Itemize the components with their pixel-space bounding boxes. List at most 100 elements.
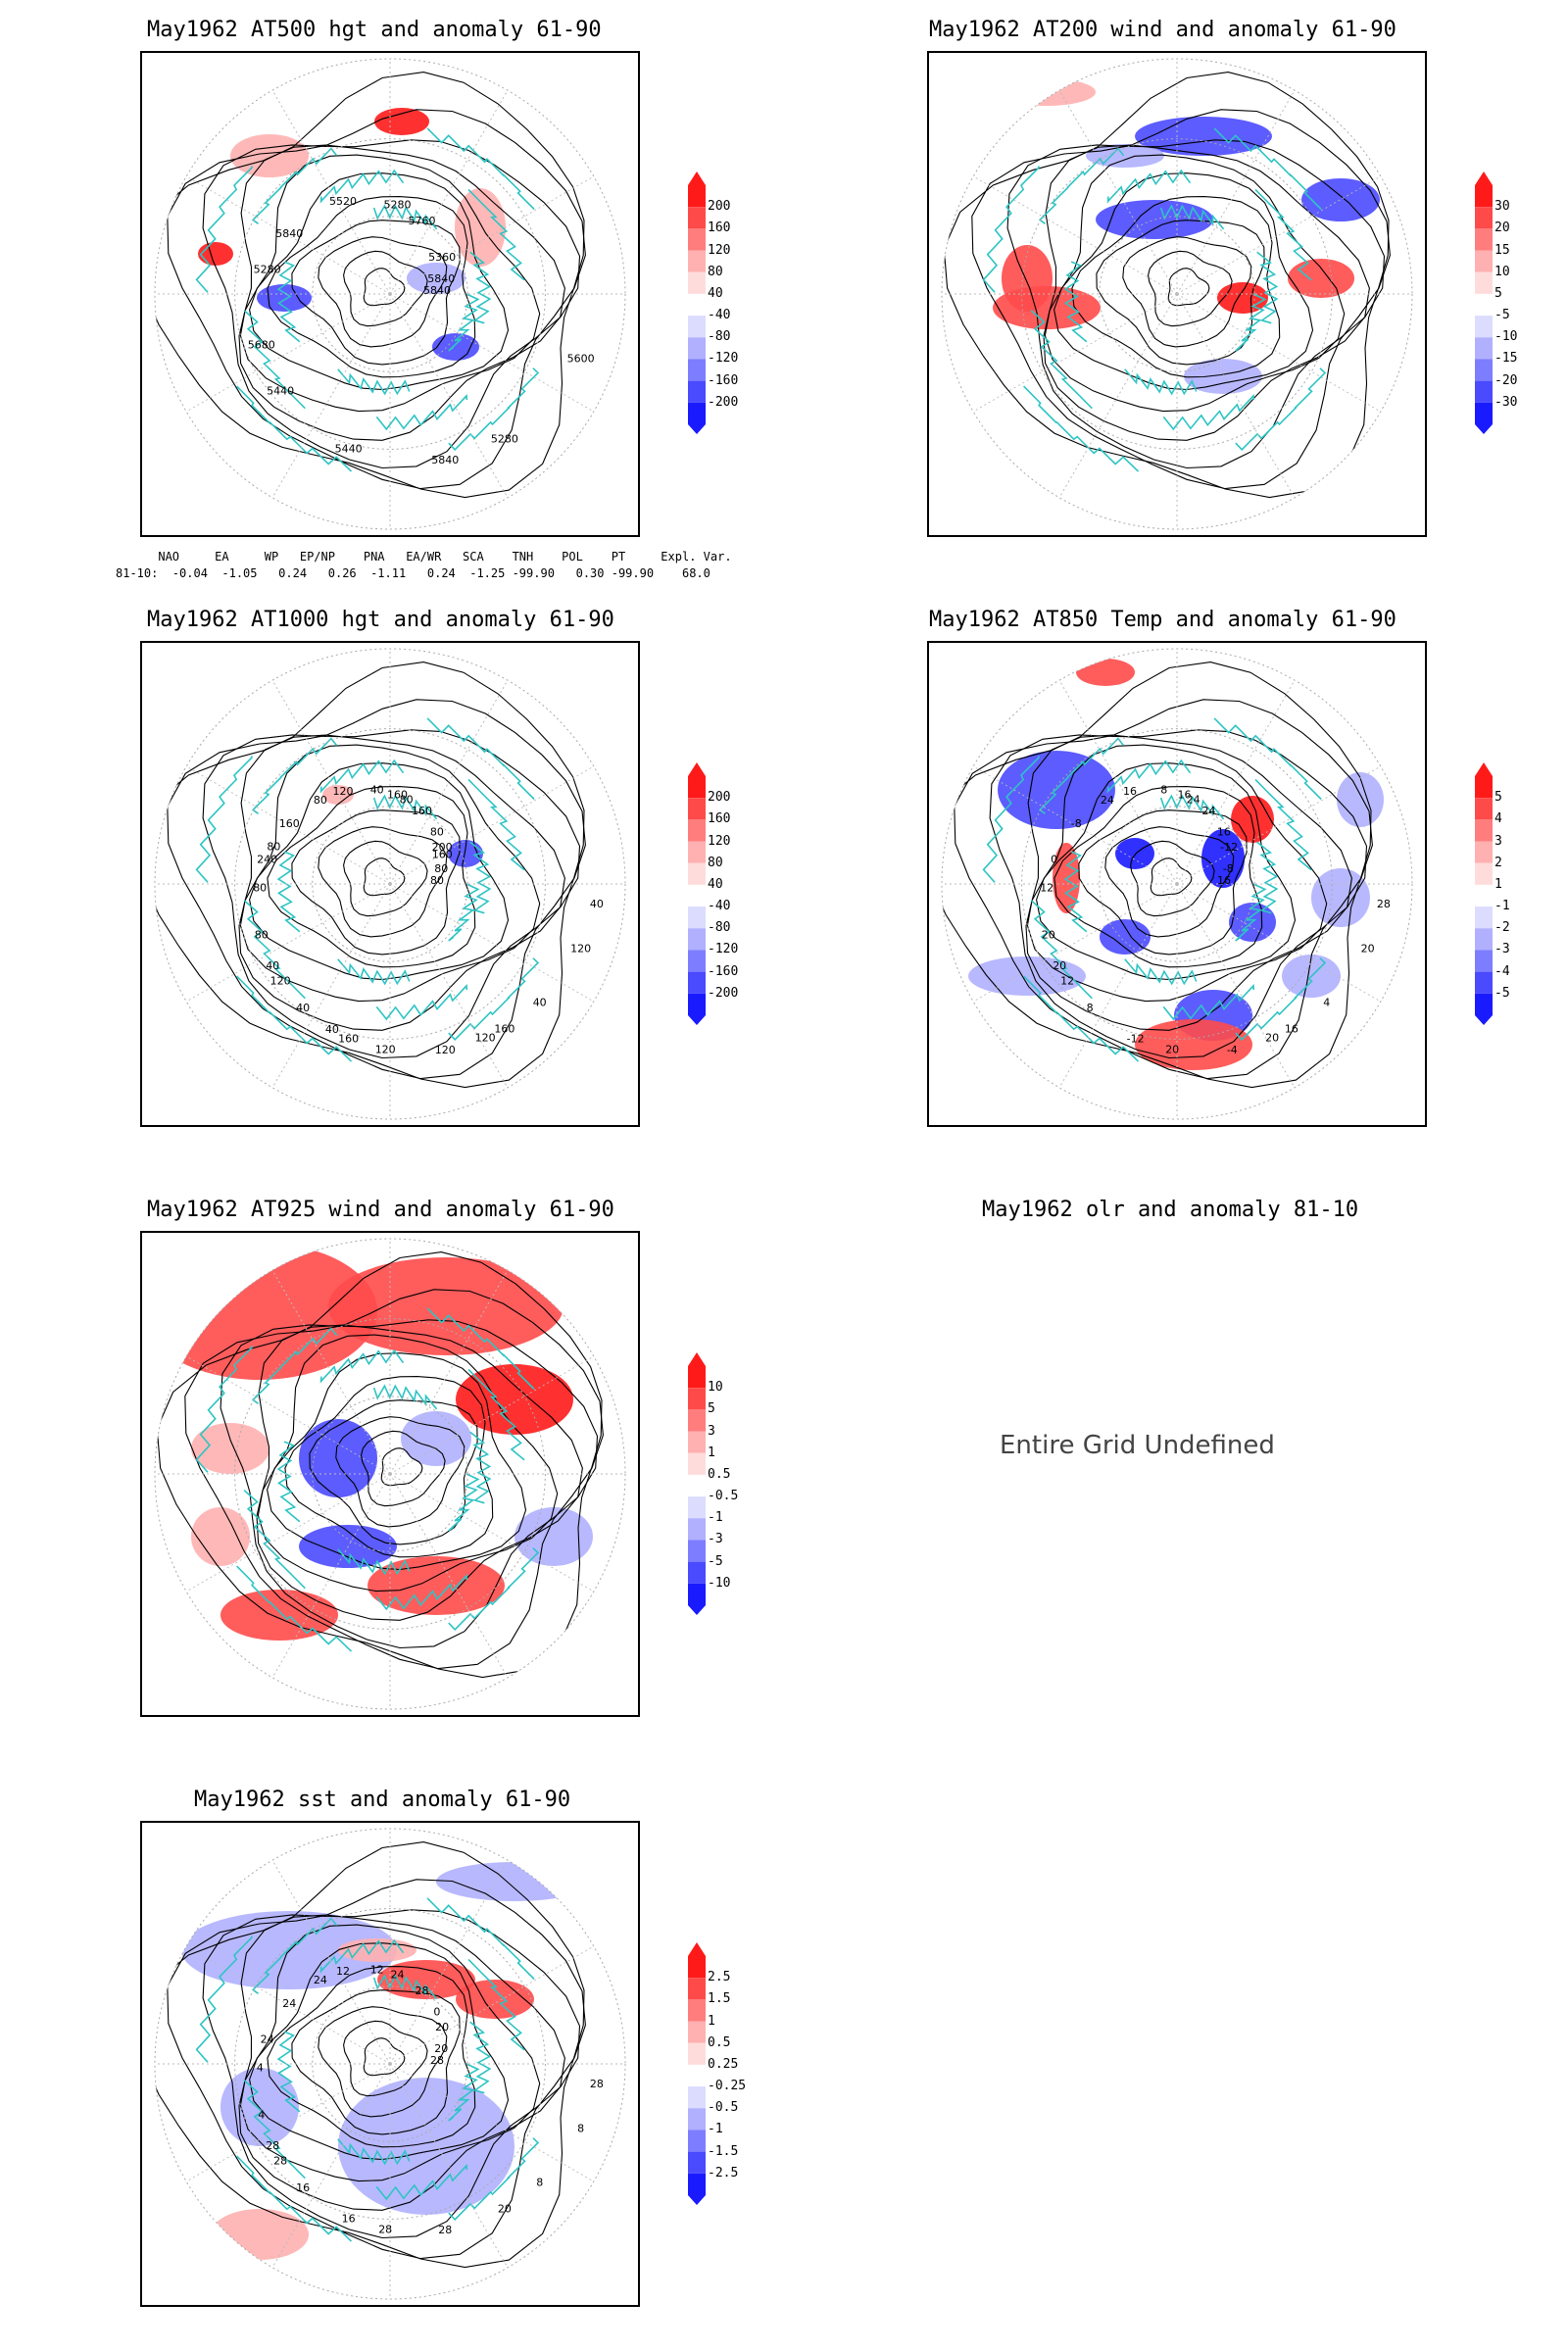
contour-label: 12: [1040, 882, 1054, 895]
anomaly-shade: [1184, 359, 1262, 394]
contour-label: 16: [1178, 789, 1192, 802]
anomaly-shade: [1337, 772, 1384, 827]
contour-label: 5840: [423, 284, 451, 297]
anomaly-shade: [968, 956, 1086, 996]
contour-label: 80: [434, 862, 448, 875]
panel-at1000-title: May1962 AT1000 hgt and anomaly 61-90: [147, 608, 614, 632]
coastline: [276, 851, 301, 933]
contour-line: [309, 1399, 478, 1545]
colorbar-tick-label: -10: [708, 1575, 731, 1591]
colorbar-swatch: [688, 798, 706, 820]
colorbar-swatch: [1475, 776, 1493, 799]
contour-label: 28: [430, 2054, 444, 2067]
colorbar-tick-label: 80: [708, 264, 723, 279]
coastline: [448, 2063, 480, 2122]
contour-label: 160: [387, 789, 408, 802]
contour-line: [238, 734, 565, 1031]
coastline: [375, 394, 468, 431]
colorbar-tick-label: -40: [708, 308, 731, 323]
teleconnection-values: 81-10: -0.04 -1.05 0.24 0.26 -1.11 0.24 …: [116, 566, 710, 580]
colorbar-tick-label: -0.5: [708, 2100, 739, 2116]
colorbar-tick-label: -1.5: [708, 2143, 739, 2159]
contour-line: [167, 109, 586, 490]
contour-label: 20: [435, 2021, 449, 2034]
colorbar-swatch: [688, 380, 706, 403]
contour-label: 40: [370, 784, 384, 797]
contour-label: 5440: [335, 443, 363, 456]
colorbar-swatch: [1475, 402, 1493, 424]
colorbar-swatch: [688, 1978, 706, 2000]
panel-at925-colorbar: 10 5 3 1 0.5 -0.5 -1 -3 -5 -10: [686, 1352, 755, 1615]
coastline: [1023, 385, 1140, 472]
contour-line: [291, 809, 461, 956]
panel-sst-title: May1962 sst and anomaly 61-90: [194, 1788, 571, 1812]
colorbar-swatch: [688, 1496, 706, 1519]
coastline: [426, 717, 535, 801]
colorbar-swatch: [688, 293, 706, 317]
colorbar-tick-label: -200: [708, 394, 739, 410]
coastline: [469, 251, 492, 324]
colorbar-swatch: [688, 1366, 706, 1389]
contour-line: [363, 2037, 406, 2077]
contour-label: 5360: [428, 251, 456, 264]
colorbar-swatch: [688, 993, 706, 1015]
contour-line: [167, 1879, 586, 2260]
anomaly-shade: [1115, 838, 1154, 869]
contour-label: 28: [273, 2155, 287, 2168]
teleconnection-header: NAO EA WP EP/NP PNA EA/WR SCA TNH POL PT…: [116, 550, 732, 564]
coastline: [243, 2080, 306, 2180]
contour-label: 120: [333, 785, 354, 798]
contour-line: [343, 250, 428, 327]
contour-label: 80: [253, 882, 267, 895]
coastline: [982, 756, 1040, 883]
coastline: [1030, 900, 1093, 1000]
colorbar-tick-label: 4: [1494, 811, 1502, 827]
colorbar-swatch: [688, 1540, 706, 1562]
contour-label: 40: [590, 898, 604, 910]
colorbar-tick-label: -1: [708, 2122, 723, 2137]
coastline: [251, 147, 338, 224]
contour-line: [318, 826, 448, 938]
contour-label: 5760: [409, 215, 436, 227]
colorbar-tick-label: -3: [1494, 942, 1510, 957]
panel-at925-map: [140, 1231, 640, 1717]
contour-label: 16: [1217, 826, 1231, 839]
contour-label: 5680: [248, 339, 275, 352]
contour-label: 20: [498, 2203, 512, 2216]
coastline: [319, 1348, 405, 1384]
map-svg: 5840 5440 5280 5280 5280 5360 5440 5520 5600 5680…: [154, 58, 626, 530]
colorbar-tick-label: 15: [1494, 242, 1510, 258]
contour-label: 24: [261, 2033, 274, 2045]
colorbar-tick-label: -120: [708, 351, 739, 367]
contour-line: [1148, 250, 1233, 327]
contour-line: [363, 268, 406, 307]
contour-label: 24: [314, 1974, 327, 1986]
colorbar-tick-label: 20: [1494, 220, 1510, 236]
contour-label: 120: [375, 1044, 396, 1056]
colorbar-tick-label: -3: [708, 1532, 723, 1547]
coastline: [1162, 394, 1255, 431]
colorbar-tick-label: -80: [708, 920, 731, 936]
colorbar-swatch: [1475, 380, 1493, 403]
colorbar-tick-label: 0.5: [708, 1466, 731, 1482]
contour-label: 8: [1160, 784, 1167, 797]
contour-line: [363, 858, 406, 897]
colorbar-swatch: [1475, 993, 1493, 1015]
anomaly-shade: [514, 1507, 593, 1566]
contour-line: [989, 729, 1368, 1059]
colorbar-tick-label: -5: [1494, 985, 1510, 1001]
contour-label: 5840: [431, 454, 459, 466]
contour-label: 5440: [267, 385, 294, 398]
contour-label: 40: [296, 1002, 310, 1014]
contour-line: [1096, 220, 1265, 366]
colorbar-swatch: [1475, 316, 1493, 338]
colorbar-swatch: [688, 1431, 706, 1453]
contour-label: 80: [314, 794, 327, 807]
contour-label: 160: [338, 1033, 359, 1046]
colorbar-swatch: [688, 316, 706, 338]
coastline: [276, 261, 301, 343]
coastline: [1235, 957, 1327, 1041]
coastline: [1063, 851, 1088, 933]
colorbar-svg: [688, 1352, 706, 1615]
colorbar-swatch: [688, 950, 706, 972]
